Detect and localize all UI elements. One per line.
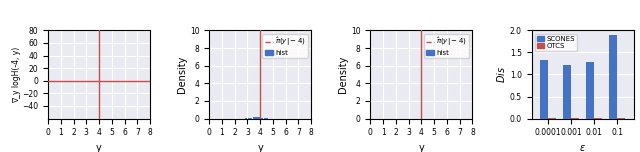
Y-axis label: Density: Density <box>177 56 187 93</box>
Bar <box>253 117 255 119</box>
X-axis label: y: y <box>96 143 102 152</box>
Bar <box>618 118 625 119</box>
Bar <box>264 118 266 119</box>
Legend: $\hat{\pi}(y|-4)$, hist: $\hat{\pi}(y|-4)$, hist <box>262 34 308 58</box>
X-axis label: y: y <box>257 143 263 152</box>
Bar <box>540 60 548 119</box>
Bar <box>266 118 268 119</box>
X-axis label: $\varepsilon$: $\varepsilon$ <box>579 143 586 152</box>
Y-axis label: $Dis$: $Dis$ <box>495 66 507 83</box>
Legend: $\hat{\pi}(y|-4)$, hist: $\hat{\pi}(y|-4)$, hist <box>424 34 469 58</box>
Bar <box>245 118 247 119</box>
Bar <box>594 118 602 119</box>
X-axis label: y: y <box>419 143 424 152</box>
Bar <box>563 65 571 119</box>
Legend: SCONES, OTCS: SCONES, OTCS <box>535 34 577 51</box>
Bar <box>609 35 618 119</box>
Bar <box>548 118 556 119</box>
Bar <box>571 118 579 119</box>
Bar <box>256 117 258 119</box>
Bar <box>250 117 252 119</box>
Y-axis label: Density: Density <box>339 56 348 93</box>
Bar <box>248 118 250 119</box>
Bar <box>586 62 594 119</box>
Bar <box>259 117 260 119</box>
Y-axis label: ∇_y logH(-4, y): ∇_y logH(-4, y) <box>12 46 20 103</box>
Bar <box>261 117 263 119</box>
